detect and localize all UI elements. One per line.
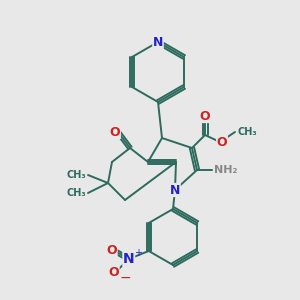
Text: O: O — [217, 136, 227, 148]
Text: CH₃: CH₃ — [66, 188, 86, 198]
Text: N: N — [123, 252, 135, 266]
Text: NH₂: NH₂ — [214, 165, 237, 175]
Text: O: O — [106, 244, 117, 257]
Text: O: O — [110, 125, 120, 139]
Text: O: O — [200, 110, 210, 122]
Text: −: − — [120, 271, 131, 285]
Text: O: O — [108, 266, 119, 280]
Text: +: + — [134, 248, 142, 258]
Text: CH₃: CH₃ — [238, 127, 258, 137]
Text: N: N — [153, 35, 163, 49]
Text: N: N — [170, 184, 180, 196]
Text: CH₃: CH₃ — [66, 170, 86, 180]
